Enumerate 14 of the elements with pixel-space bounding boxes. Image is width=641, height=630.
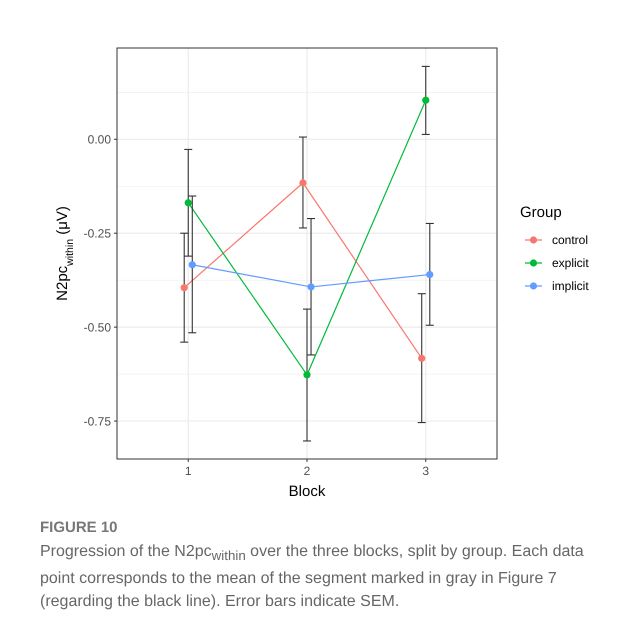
x-axis-title: Block [288, 483, 326, 500]
legend-label: implicit [552, 279, 590, 294]
y-tick-label: -0.50 [84, 320, 112, 334]
x-tick-label: 3 [422, 464, 430, 478]
y-tick-label: -0.25 [84, 226, 112, 240]
x-tick-label: 1 [184, 464, 192, 478]
y-tick-label: -0.75 [84, 414, 112, 428]
legend-title: Group [520, 204, 562, 221]
x-tick-label: 2 [304, 464, 311, 478]
text: Progression of the N2pc$_{within}$ over the three blocks, split by group. Each data point corresponds to the mean of the segment marked in gray in Figure 7 (regarding the black line). Error bars indicate SEM. [40, 542, 585, 612]
caption: FIGURE 10 [40, 519, 119, 536]
legend-label: control [552, 233, 588, 248]
y-tick-label: 0.00 [88, 132, 112, 146]
legend-label: explicit [552, 256, 590, 270]
